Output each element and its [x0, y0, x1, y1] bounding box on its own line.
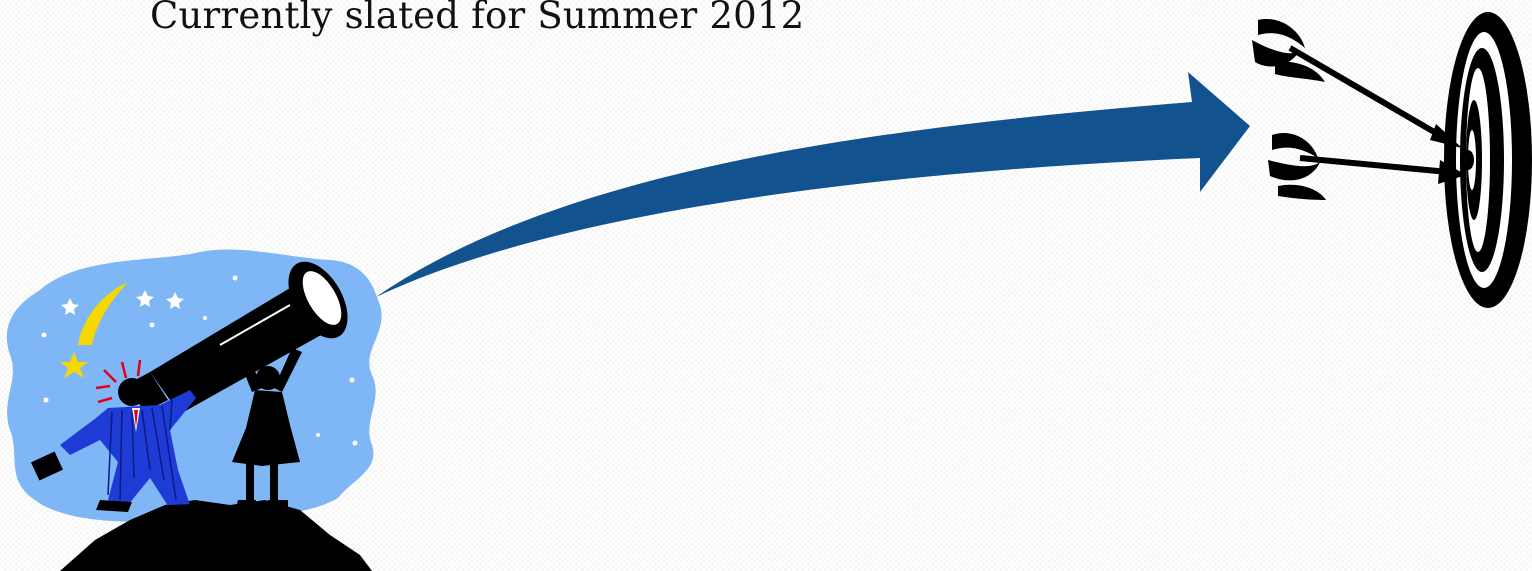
shooting-star-icon	[78, 282, 128, 345]
rock-silhouette	[60, 500, 372, 571]
arrow-2-icon	[1268, 132, 1466, 200]
trajectory-arrow	[376, 72, 1250, 297]
woman-figure	[232, 348, 302, 508]
man-figure	[30, 359, 196, 514]
telescope-explorers-clipart	[6, 249, 382, 571]
sky-stars	[41, 275, 358, 446]
telescope-icon	[128, 261, 348, 414]
star-icon	[60, 352, 88, 378]
slide-caption: Currently slated for Summer 2012	[150, 0, 805, 37]
briefcase-icon	[30, 451, 64, 481]
bullseye-target-clipart	[1252, 12, 1532, 308]
arrow-1-icon	[1252, 19, 1462, 148]
